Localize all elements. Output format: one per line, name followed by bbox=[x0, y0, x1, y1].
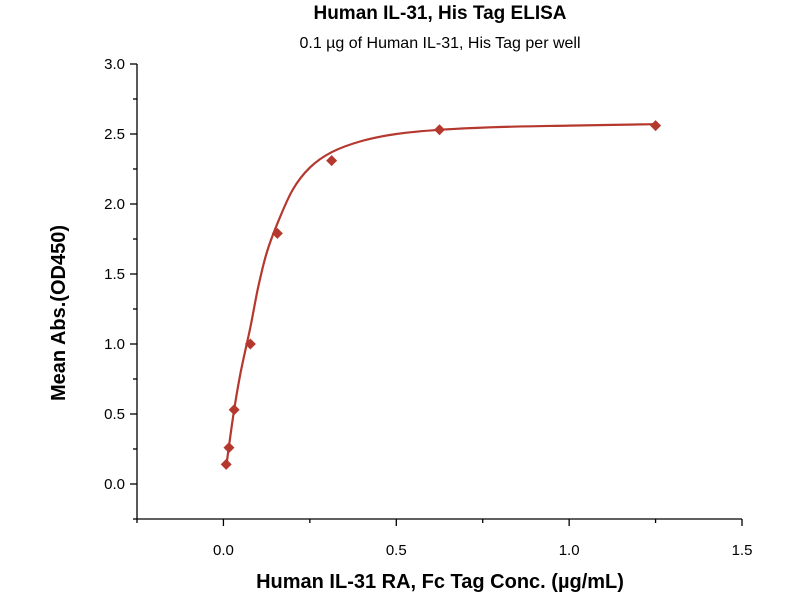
data-point bbox=[271, 227, 283, 239]
data-point bbox=[326, 155, 338, 167]
x-tick-label: 0.0 bbox=[213, 542, 234, 559]
x-axis-title: Human IL-31 RA, Fc Tag Conc. (µg/mL) bbox=[256, 571, 624, 593]
fit-curve bbox=[225, 123, 656, 468]
y-tick-label: 3.0 bbox=[104, 56, 125, 73]
chart-subtitle: 0.1 µg of Human IL-31, His Tag per well bbox=[299, 35, 580, 52]
x-tick-label: 1.5 bbox=[732, 542, 753, 559]
data-point bbox=[434, 124, 445, 136]
y-tick-label: 0.5 bbox=[104, 406, 125, 423]
chart-title: Human IL-31, His Tag ELISA bbox=[313, 3, 566, 24]
y-axis-title: Mean Abs.(OD450) bbox=[48, 225, 70, 401]
y-tick-label: 2.0 bbox=[104, 196, 125, 213]
axes bbox=[136, 64, 742, 520]
y-tick-label: 1.0 bbox=[104, 336, 125, 353]
y-tick-label: 0.0 bbox=[104, 476, 125, 493]
x-axis-ticks: 0.0 0.5 1.0 1.5 bbox=[136, 519, 753, 559]
data-points bbox=[220, 120, 662, 470]
y-tick-label: 2.5 bbox=[104, 126, 125, 143]
data-point bbox=[244, 338, 256, 350]
x-tick-label: 0.5 bbox=[386, 542, 407, 559]
x-tick-label: 1.0 bbox=[559, 542, 580, 559]
fit-curve-layer bbox=[225, 123, 656, 468]
data-point bbox=[220, 458, 232, 470]
y-axis-ticks: 0.0 0.5 1.0 1.5 2.0 2.5 3.0 bbox=[104, 56, 137, 520]
data-point bbox=[650, 120, 662, 132]
data-point bbox=[223, 442, 235, 454]
data-point bbox=[228, 404, 240, 416]
y-tick-label: 1.5 bbox=[104, 266, 125, 283]
